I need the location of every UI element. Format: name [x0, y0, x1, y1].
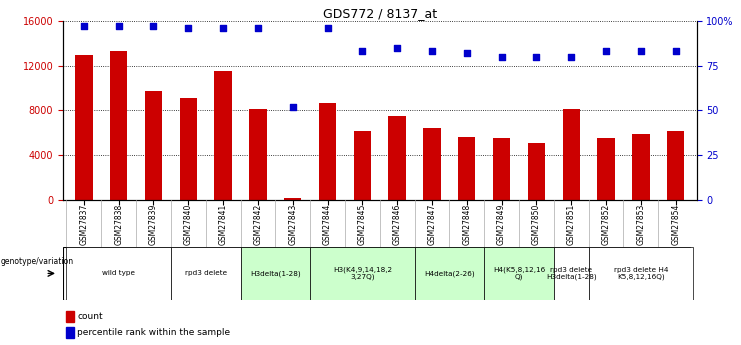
Text: GSM27839: GSM27839: [149, 204, 158, 245]
Text: GSM27849: GSM27849: [497, 204, 506, 245]
Bar: [284, 198, 302, 200]
Bar: [66, 327, 74, 338]
Bar: [423, 128, 441, 200]
Text: GSM27840: GSM27840: [184, 204, 193, 245]
Text: wild type: wild type: [102, 270, 135, 276]
Point: [113, 23, 124, 29]
Point: [461, 50, 473, 56]
Bar: [493, 138, 511, 200]
Point: [635, 48, 647, 54]
Bar: [310, 247, 414, 300]
Point: [356, 48, 368, 54]
Bar: [241, 247, 310, 300]
Text: GSM27844: GSM27844: [323, 204, 332, 245]
Point: [287, 104, 299, 110]
Text: genotype/variation: genotype/variation: [1, 257, 74, 266]
Point: [496, 54, 508, 59]
Text: GSM27850: GSM27850: [532, 204, 541, 245]
Bar: [144, 91, 162, 200]
Title: GDS772 / 8137_at: GDS772 / 8137_at: [322, 7, 437, 20]
Text: GSM27847: GSM27847: [428, 204, 436, 245]
Text: GSM27848: GSM27848: [462, 204, 471, 245]
Text: GSM27841: GSM27841: [219, 204, 227, 245]
Bar: [75, 56, 93, 200]
Text: GSM27838: GSM27838: [114, 204, 123, 245]
Bar: [388, 116, 406, 200]
Text: GSM27846: GSM27846: [393, 204, 402, 245]
Point: [600, 48, 612, 54]
Bar: [179, 98, 197, 200]
Text: GSM27842: GSM27842: [253, 204, 262, 245]
Bar: [249, 109, 267, 200]
Text: rpd3 delete H4
K5,8,12,16Q): rpd3 delete H4 K5,8,12,16Q): [614, 267, 668, 280]
Bar: [632, 134, 650, 200]
Point: [252, 25, 264, 31]
Text: percentile rank within the sample: percentile rank within the sample: [77, 328, 230, 337]
Point: [182, 25, 194, 31]
Bar: [66, 310, 74, 322]
Text: H3delta(1-28): H3delta(1-28): [250, 270, 301, 277]
Text: GSM27837: GSM27837: [79, 204, 88, 245]
Text: GSM27853: GSM27853: [637, 204, 645, 245]
Bar: [562, 109, 580, 200]
Point: [670, 48, 682, 54]
Point: [147, 23, 159, 29]
Point: [391, 45, 403, 50]
Bar: [110, 51, 127, 200]
Bar: [353, 131, 371, 200]
Bar: [214, 71, 232, 200]
Text: rpd3 delete: rpd3 delete: [185, 270, 227, 276]
Text: rpd3 delete
H3delta(1-28): rpd3 delete H3delta(1-28): [546, 267, 597, 280]
Text: H4delta(2-26): H4delta(2-26): [424, 270, 475, 277]
Text: H3(K4,9,14,18,2
3,27Q): H3(K4,9,14,18,2 3,27Q): [333, 266, 392, 280]
Text: GSM27845: GSM27845: [358, 204, 367, 245]
Text: GSM27851: GSM27851: [567, 204, 576, 245]
Text: GSM27854: GSM27854: [671, 204, 680, 245]
Bar: [554, 247, 588, 300]
Point: [426, 48, 438, 54]
Text: GSM27843: GSM27843: [288, 204, 297, 245]
Bar: [484, 247, 554, 300]
Text: count: count: [77, 312, 103, 321]
Text: GSM27852: GSM27852: [602, 204, 611, 245]
Point: [531, 54, 542, 59]
Point: [565, 54, 577, 59]
Bar: [171, 247, 241, 300]
Bar: [667, 131, 685, 200]
Bar: [414, 247, 484, 300]
Point: [78, 23, 90, 29]
Bar: [528, 143, 545, 200]
Bar: [597, 138, 615, 200]
Text: H4(K5,8,12,16
Q): H4(K5,8,12,16 Q): [493, 266, 545, 280]
Bar: [458, 137, 476, 200]
Bar: [319, 102, 336, 200]
Point: [322, 25, 333, 31]
Bar: [67, 247, 171, 300]
Bar: [588, 247, 693, 300]
Point: [217, 25, 229, 31]
